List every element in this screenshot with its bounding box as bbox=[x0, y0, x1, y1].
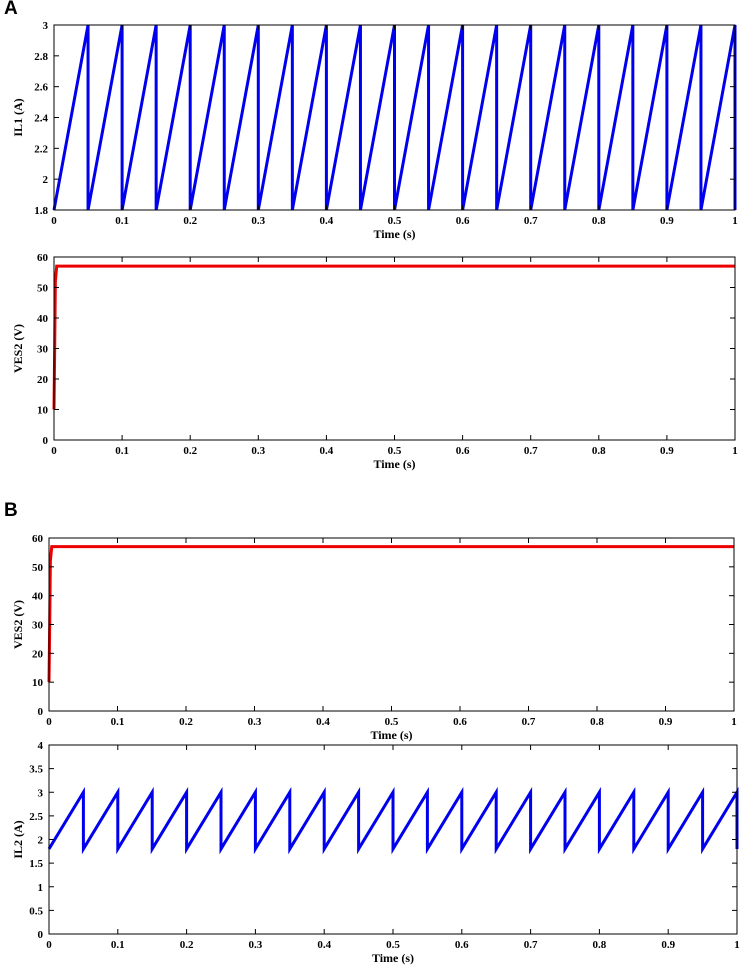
y-tick-label: 40 bbox=[32, 591, 44, 603]
y-axis-label: IL2 (A) bbox=[11, 820, 25, 858]
y-axis-label: VES2 (V) bbox=[11, 600, 25, 649]
x-tick-label: 0.2 bbox=[179, 716, 193, 728]
x-tick-label: 0.9 bbox=[661, 939, 675, 951]
y-tick-label: 10 bbox=[32, 677, 44, 689]
y-tick-label: 0 bbox=[43, 435, 49, 447]
x-tick-label: 1 bbox=[732, 215, 738, 227]
y-tick-label: 1.5 bbox=[29, 858, 43, 870]
y-tick-label: 50 bbox=[32, 562, 44, 574]
y-axis-label: IL1 (A) bbox=[11, 98, 25, 136]
x-tick-label: 0.2 bbox=[183, 215, 197, 227]
x-tick-label: 0.4 bbox=[320, 215, 334, 227]
y-tick-label: 1.8 bbox=[34, 205, 48, 217]
y-tick-label: 2.8 bbox=[34, 51, 48, 63]
x-axis-label: Time (s) bbox=[370, 728, 412, 742]
x-tick-label: 1 bbox=[732, 445, 738, 457]
x-tick-label: 0.2 bbox=[180, 939, 194, 951]
x-tick-label: 0.2 bbox=[183, 445, 197, 457]
y-tick-label: 2.4 bbox=[34, 113, 48, 125]
x-tick-label: 0.4 bbox=[320, 445, 334, 457]
x-tick-label: 0.7 bbox=[524, 939, 538, 951]
y-tick-label: 2.6 bbox=[34, 82, 48, 94]
y-tick-label: 1 bbox=[38, 882, 44, 894]
x-tick-label: 0.6 bbox=[453, 716, 467, 728]
x-tick-label: 0.9 bbox=[660, 215, 674, 227]
y-tick-label: 0 bbox=[38, 929, 44, 941]
x-tick-label: 0.6 bbox=[456, 215, 470, 227]
x-tick-label: 0 bbox=[51, 215, 57, 227]
plot-b-bottom: 0 0.1 0.2 0.3 0.4 0.5 0.6 0.7 0.8 0.9 1 0 0.5 1 1.5 2 2.… bbox=[11, 740, 740, 965]
y-tick-label: 2.2 bbox=[34, 143, 48, 155]
y-tick-label: 60 bbox=[37, 252, 49, 264]
panel-label-a: A bbox=[4, 0, 18, 19]
y-tick-label: 3 bbox=[38, 787, 44, 799]
plot-a-bottom: 0 0.1 0.2 0.3 0.4 0.5 0.6 0.7 0.8 0.9 101020304050… bbox=[11, 252, 738, 471]
x-tick-label: 0.1 bbox=[111, 939, 125, 951]
x-tick-label: 0.9 bbox=[660, 445, 674, 457]
axes-box-a-bottom bbox=[53, 256, 736, 441]
x-tick-label: 0.7 bbox=[522, 716, 536, 728]
y-tick-label: 30 bbox=[37, 344, 49, 356]
y-axis-label: VES2 (V) bbox=[11, 324, 25, 373]
y-tick-label: 10 bbox=[37, 405, 49, 417]
axes-box-a-top bbox=[53, 24, 736, 211]
plot-b-top: 0 0.1 0.2 0.3 0.4 0.5 0.6 0.7 0.8 0.9 101020304050… bbox=[11, 533, 737, 742]
y-tick-label: 3.5 bbox=[29, 764, 43, 776]
y-tick-label: 60 bbox=[32, 533, 44, 545]
x-tick-label: 1 bbox=[734, 939, 740, 951]
series-line-b-top-0 bbox=[47, 545, 734, 683]
x-tick-label: 0.5 bbox=[386, 939, 400, 951]
y-tick-label: 20 bbox=[32, 648, 44, 660]
x-tick-label: 0.1 bbox=[115, 215, 129, 227]
x-tick-label: 0.1 bbox=[115, 445, 129, 457]
y-tick-label: 40 bbox=[37, 313, 49, 325]
series-line-a-bottom-0 bbox=[52, 264, 735, 410]
x-tick-label: 0 bbox=[46, 716, 52, 728]
x-tick-label: 0 bbox=[51, 445, 57, 457]
x-tick-label: 0.8 bbox=[592, 445, 606, 457]
x-tick-label: 0.3 bbox=[251, 215, 265, 227]
y-tick-label: 0 bbox=[38, 706, 44, 718]
x-tick-label: 0.5 bbox=[388, 215, 402, 227]
x-tick-label: 0.3 bbox=[251, 445, 265, 457]
x-axis-label: Time (s) bbox=[372, 951, 414, 965]
y-tick-label: 50 bbox=[37, 283, 49, 295]
x-tick-label: 0.3 bbox=[249, 939, 263, 951]
x-tick-label: 0.1 bbox=[111, 716, 125, 728]
x-tick-label: 1 bbox=[731, 716, 737, 728]
x-axis-label: Time (s) bbox=[373, 227, 415, 241]
x-tick-label: 0.6 bbox=[456, 445, 470, 457]
plot-a-top: 0 0.1 0.2 0.3 0.4 0.5 0.6 0.7 0.8 0.9 1 1.8 2 2.2 2.4 2… bbox=[11, 20, 738, 241]
x-tick-label: 0.7 bbox=[524, 445, 538, 457]
x-tick-label: 0 bbox=[46, 939, 52, 951]
x-tick-label: 0.3 bbox=[248, 716, 262, 728]
y-tick-label: 3 bbox=[43, 20, 49, 32]
series-line-a-top-0 bbox=[52, 24, 737, 211]
y-tick-label: 2 bbox=[38, 835, 44, 847]
x-tick-label: 0.9 bbox=[659, 716, 673, 728]
y-tick-label: 30 bbox=[32, 620, 44, 632]
x-tick-label: 0.5 bbox=[388, 445, 402, 457]
x-tick-label: 0.6 bbox=[455, 939, 469, 951]
axes-box-b-top bbox=[48, 537, 735, 712]
series-line-b-bottom-0 bbox=[47, 786, 739, 855]
y-tick-label: 20 bbox=[37, 374, 49, 386]
x-tick-label: 0.4 bbox=[317, 939, 331, 951]
x-tick-label: 0.8 bbox=[592, 215, 606, 227]
y-tick-label: 0.5 bbox=[29, 905, 43, 917]
x-tick-label: 0.8 bbox=[593, 939, 607, 951]
x-axis-label: Time (s) bbox=[373, 457, 415, 471]
panel-label-b: B bbox=[4, 500, 18, 521]
x-tick-label: 0.5 bbox=[385, 716, 399, 728]
y-tick-label: 4 bbox=[38, 740, 44, 752]
x-tick-label: 0.7 bbox=[524, 215, 538, 227]
y-tick-label: 2 bbox=[43, 174, 49, 186]
x-tick-label: 0.8 bbox=[590, 716, 604, 728]
y-tick-label: 2.5 bbox=[29, 811, 43, 823]
x-tick-label: 0.4 bbox=[316, 716, 330, 728]
axes-box-b-bottom bbox=[48, 744, 738, 935]
